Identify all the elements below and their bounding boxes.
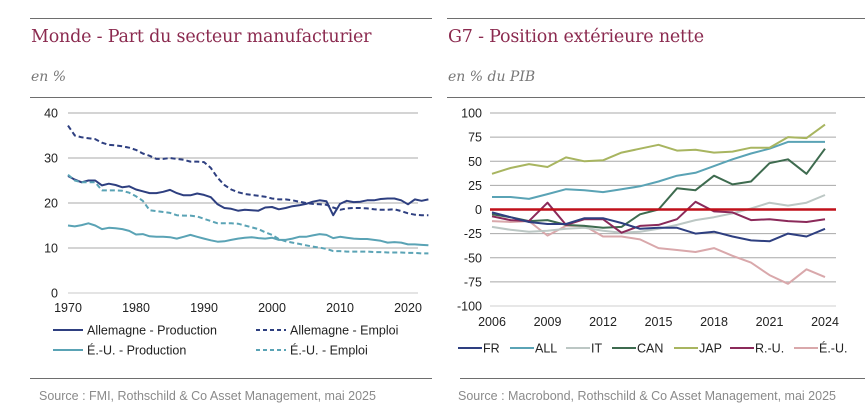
chart-title: G7 - Position extérieure nette: [448, 27, 704, 47]
x-tick-label: 2000: [258, 301, 286, 315]
x-tick-label: 2010: [326, 301, 354, 315]
y-tick-label: 20: [44, 197, 58, 211]
x-tick-label: 1980: [122, 301, 150, 315]
manufacturing-line-chart: 0 10 20 30 40 1970 1980 1990 2000 2010 2020 Allemag…: [44, 107, 429, 358]
legend-item-jap: JAP: [674, 342, 722, 356]
chart-panel-manufacturing: Monde - Part du secteur manufacturier en…: [0, 0, 432, 420]
top-rule: [30, 18, 432, 19]
series-lines: [67, 125, 429, 255]
x-tick-label: 2020: [394, 301, 422, 315]
x-tick-label: 2015: [645, 315, 673, 329]
legend-item-allemagne-production: Allemagne - Production: [53, 324, 217, 338]
legend-label: FR: [483, 342, 500, 356]
legend-label: R.-U.: [755, 342, 784, 356]
source-note: Source : Macrobond, Rothschild & Co Asse…: [458, 389, 836, 403]
legend-item-e-u-production: É.-U. - Production: [53, 343, 186, 358]
gridlines: [68, 112, 418, 294]
legend-label: Allemagne - Emploi: [290, 324, 398, 338]
legend: FR ALL IT CAN JAP R.-U. É.-U.: [458, 341, 847, 356]
x-tick-label: 2012: [589, 315, 617, 329]
chart-subtitle: en %: [31, 69, 67, 85]
legend: Allemagne - Production Allemagne - Emploi…: [53, 324, 398, 358]
series-line-e-u-production: [67, 222, 429, 247]
legend-item-e-u: É.-U.: [794, 341, 847, 356]
legend-item-e-u-emploi: É.-U. - Emploi: [256, 343, 368, 358]
series-line-jap: [491, 123, 826, 175]
source-note: Source : FMI, Rothschild & Co Asset Mana…: [39, 389, 376, 403]
legend-item-allemagne-emploi: Allemagne - Emploi: [256, 324, 398, 338]
legend-label: É.-U. - Production: [87, 343, 186, 358]
x-tick-label: 1990: [190, 301, 218, 315]
series-line-all: [492, 140, 825, 200]
y-tick-label: -100: [457, 300, 482, 314]
x-tick-label: 2021: [756, 315, 784, 329]
legend-item-can: CAN: [612, 342, 663, 356]
legend-label: É.-U.: [819, 341, 847, 356]
legend-item-r-u: R.-U.: [730, 342, 784, 356]
legend-label: ALL: [535, 342, 557, 356]
legend-label: IT: [591, 342, 602, 356]
y-tick-label: -50: [464, 251, 482, 265]
x-tick-label: 2009: [534, 315, 562, 329]
series-lines: [491, 123, 826, 285]
chart-subtitle: en % du PIB: [448, 69, 536, 85]
y-tick-label: -75: [464, 275, 482, 289]
series-line-r-u: [491, 200, 826, 234]
chart-title: Monde - Part du secteur manufacturier: [31, 27, 372, 47]
y-tick-label: 40: [44, 107, 58, 121]
header-rule: [30, 97, 432, 98]
y-tick-label: 0: [51, 287, 58, 301]
series-line-fr: [491, 211, 826, 243]
series-line-allemagne-production: [67, 175, 429, 217]
series-line-e-u: [491, 220, 826, 285]
y-tick-label: 10: [44, 242, 58, 256]
y-tick-label: 25: [468, 179, 482, 193]
legend-label: CAN: [637, 342, 663, 356]
y-tick-label: 30: [44, 152, 58, 166]
top-rule: [447, 18, 865, 19]
series-line-allemagne-emploi: [67, 125, 429, 217]
header-rule: [447, 97, 865, 98]
chart-panel-net-external-position: G7 - Position extérieure nette en % du P…: [432, 0, 867, 420]
legend-item-it: IT: [566, 342, 602, 356]
series-line-e-u-emploi: [67, 173, 429, 255]
x-tick-label: 2006: [478, 315, 506, 329]
net-external-position-line-chart: -100 -75 -50 -25 0 25 50 75 100 2006 2009 2012 2015 2…: [457, 107, 848, 356]
legend-label: Allemagne - Production: [87, 324, 217, 338]
y-tick-label: 75: [468, 131, 482, 145]
legend-item-fr: FR: [458, 342, 500, 356]
y-tick-label: 100: [461, 107, 482, 121]
legend-item-all: ALL: [510, 342, 557, 356]
x-tick-label: 1970: [54, 301, 82, 315]
x-tick-label: 2024: [811, 315, 839, 329]
x-tick-label: 2018: [700, 315, 728, 329]
footer-rule: [30, 378, 432, 379]
y-tick-label: -25: [464, 227, 482, 241]
legend-label: JAP: [699, 342, 722, 356]
y-tick-label: 50: [468, 155, 482, 169]
legend-label: É.-U. - Emploi: [290, 343, 368, 358]
y-tick-label: 0: [475, 203, 482, 217]
footer-rule: [460, 378, 865, 379]
series-line-can: [491, 148, 826, 229]
